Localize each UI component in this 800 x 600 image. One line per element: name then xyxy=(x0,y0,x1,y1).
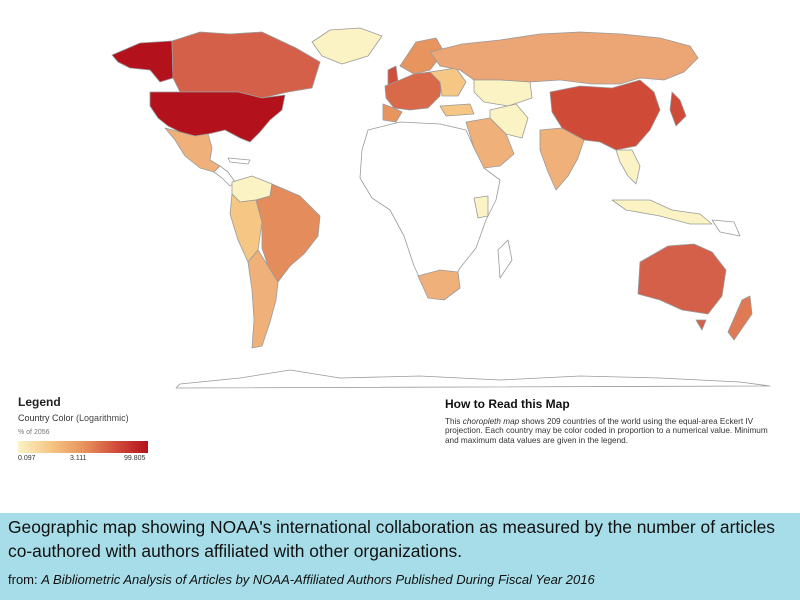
legend-title: Legend xyxy=(18,395,61,409)
south-africa xyxy=(417,269,461,301)
legend: Legend Country Color (Logarithmic) % of … xyxy=(18,395,218,465)
papua-new-guinea xyxy=(711,219,741,237)
kenya xyxy=(473,195,489,219)
antarctica xyxy=(175,369,771,389)
how-to-text-start: This xyxy=(445,417,463,426)
russia xyxy=(429,31,699,85)
how-to-text: This choropleth map shows 209 countries … xyxy=(445,417,775,445)
how-to-text-italic: choropleth map xyxy=(462,417,520,426)
united-states xyxy=(149,91,286,143)
how-to-read-panel: How to Read this Map This choropleth map… xyxy=(445,397,775,445)
legend-mid-label: 3.111 xyxy=(70,455,87,462)
africa xyxy=(359,121,501,297)
greenland xyxy=(311,27,383,65)
caption-source-title: A Bibliometric Analysis of Articles by N… xyxy=(41,572,595,587)
world-choropleth-map xyxy=(111,27,771,389)
caption-source: from: A Bibliometric Analysis of Article… xyxy=(8,572,595,587)
india xyxy=(539,127,585,191)
legend-color-ramp xyxy=(18,441,148,453)
madagascar xyxy=(497,239,513,279)
china xyxy=(549,79,661,151)
new-zealand xyxy=(727,295,753,341)
how-to-text-end: shows 209 countries of the world using t… xyxy=(445,417,768,445)
alaska xyxy=(111,40,174,83)
brazil xyxy=(255,183,321,283)
tasmania xyxy=(695,319,707,331)
caption-box: Geographic map showing NOAA's internatio… xyxy=(0,513,800,600)
japan xyxy=(669,91,687,127)
cuba xyxy=(227,157,251,165)
western-europe xyxy=(384,71,443,111)
indonesia xyxy=(611,199,713,225)
legend-unit: % of 2056 xyxy=(18,429,50,436)
argentina-chile xyxy=(247,249,279,349)
iran xyxy=(489,103,529,139)
caption-text: Geographic map showing NOAA's internatio… xyxy=(8,517,775,561)
legend-max-label: 99.805 xyxy=(124,455,146,462)
australia xyxy=(637,243,727,315)
legend-subtitle: Country Color (Logarithmic) xyxy=(18,413,218,423)
legend-scale-note: (Logarithmic) xyxy=(76,413,129,423)
canada xyxy=(171,31,321,99)
southeast-asia xyxy=(615,149,641,185)
kazakhstan xyxy=(473,79,533,107)
caption-source-prefix: from: xyxy=(8,572,42,587)
how-to-title: How to Read this Map xyxy=(445,397,570,411)
legend-min-label: 0.097 xyxy=(18,455,36,462)
turkey xyxy=(439,103,475,117)
iberia xyxy=(382,103,403,123)
legend-ticks: 0.097 3.111 99.805 xyxy=(18,453,148,465)
legend-subtitle-label: Country Color xyxy=(18,413,74,423)
